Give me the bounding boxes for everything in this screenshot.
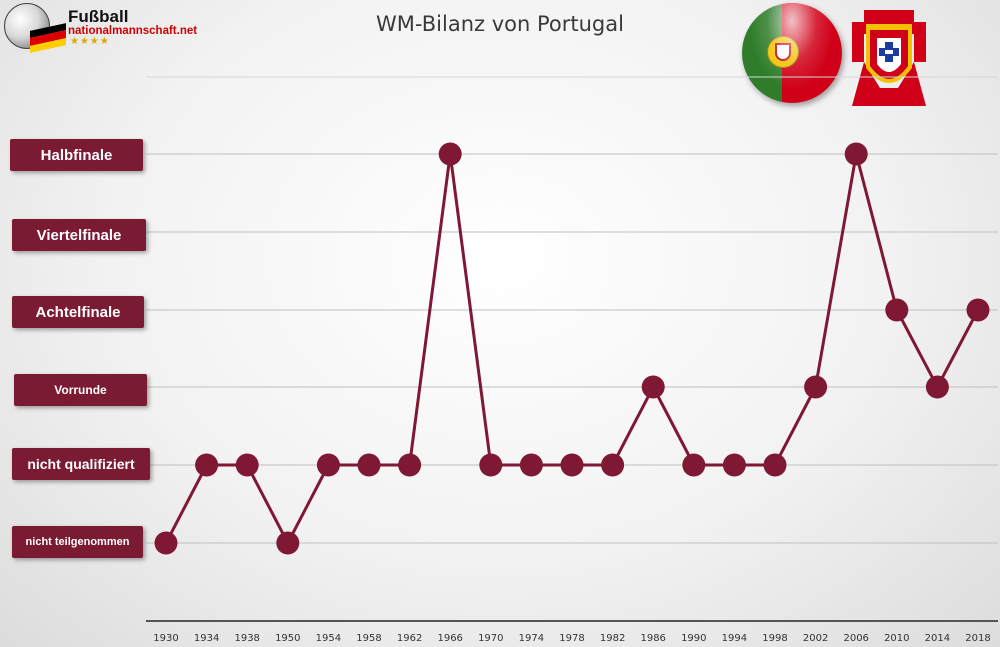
- data-point-1974: [519, 453, 543, 477]
- data-point-1970: [479, 453, 503, 477]
- y-category-label: Viertelfinale: [12, 219, 146, 251]
- data-point-1978: [560, 453, 584, 477]
- fpf-crest-icon: [852, 10, 926, 106]
- portugal-flag-ball-icon: [742, 3, 842, 103]
- y-category-label: nicht teilgenommen: [12, 526, 143, 558]
- data-point-1990: [682, 453, 706, 477]
- x-tick-label: 1930: [153, 633, 178, 644]
- x-tick-label: 1994: [722, 633, 747, 644]
- y-category-label: Achtelfinale: [12, 296, 144, 328]
- x-tick-label: 1958: [356, 633, 381, 644]
- logo-stars: ★★★★: [70, 36, 110, 47]
- x-tick-label: 2002: [803, 633, 828, 644]
- x-tick-label: 1978: [559, 633, 584, 644]
- x-tick-label: 1974: [519, 633, 544, 644]
- chart-title: WM-Bilanz von Portugal: [376, 12, 624, 36]
- data-point-1958: [357, 453, 381, 477]
- data-point-1930: [154, 531, 178, 555]
- data-point-1982: [601, 453, 625, 477]
- data-point-1938: [235, 453, 259, 477]
- x-tick-label: 1998: [762, 633, 787, 644]
- data-point-2018: [966, 298, 990, 322]
- data-point-2006: [844, 142, 868, 166]
- x-tick-label: 1954: [316, 633, 341, 644]
- data-point-1954: [316, 453, 340, 477]
- data-point-2010: [885, 298, 909, 322]
- x-tick-label: 1970: [478, 633, 503, 644]
- logo-line1: Fußball: [68, 7, 129, 26]
- data-point-2014: [925, 375, 949, 399]
- y-category-label: Halbfinale: [10, 139, 143, 171]
- x-tick-label: 2018: [965, 633, 990, 644]
- x-tick-label: 2006: [843, 633, 868, 644]
- football-icon: [4, 3, 50, 49]
- x-tick-label: 1934: [194, 633, 219, 644]
- logo-line2: nationalmannschaft.net: [68, 25, 198, 37]
- y-category-label: Vorrunde: [14, 374, 147, 406]
- data-point-1950: [276, 531, 300, 555]
- y-category-label: nicht qualifiziert: [12, 448, 150, 480]
- x-tick-label: 1982: [600, 633, 625, 644]
- site-logo: Fußball nationalmannschaft.net ★★★★: [4, 3, 209, 55]
- data-point-1986: [641, 375, 665, 399]
- data-point-1962: [398, 453, 422, 477]
- data-point-1966: [438, 142, 462, 166]
- data-point-1998: [763, 453, 787, 477]
- x-tick-label: 1938: [234, 633, 259, 644]
- x-tick-label: 1986: [640, 633, 665, 644]
- x-tick-label: 1950: [275, 633, 300, 644]
- data-point-1994: [722, 453, 746, 477]
- x-tick-label: 1990: [681, 633, 706, 644]
- x-tick-label: 2014: [925, 633, 950, 644]
- x-tick-label: 1962: [397, 633, 422, 644]
- x-tick-label: 1966: [437, 633, 462, 644]
- data-point-2002: [804, 375, 828, 399]
- series-line: [164, 152, 980, 545]
- data-point-1934: [195, 453, 219, 477]
- x-tick-label: 2010: [884, 633, 909, 644]
